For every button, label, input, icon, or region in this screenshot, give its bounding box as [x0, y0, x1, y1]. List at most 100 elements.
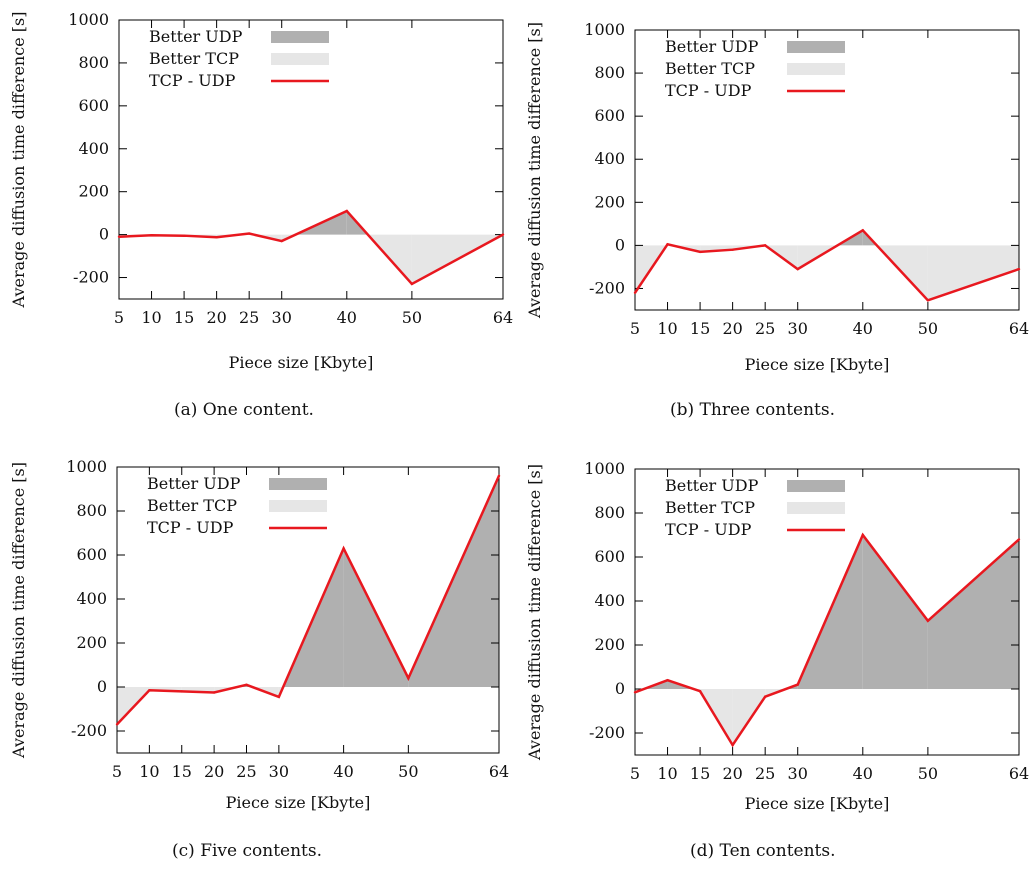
- data-point-4: [763, 695, 767, 698]
- data-point-6: [345, 209, 348, 213]
- x-tick-label-8: 64: [489, 762, 509, 781]
- legend-swatch-better-tcp: [787, 502, 845, 514]
- y-tick-label-2: 200: [78, 182, 109, 201]
- y-tick-label-1: 0: [615, 679, 625, 698]
- x-tick-label-6: 40: [337, 308, 357, 327]
- legend-swatch-better-tcp: [271, 53, 329, 65]
- x-tick-label-4: 25: [239, 308, 259, 327]
- y-tick-label-6: 1000: [584, 459, 625, 478]
- legend-label-0: Better UDP: [147, 474, 241, 493]
- y-tick-label-0: -200: [71, 721, 107, 740]
- chart-svg-b: -200 0 200 400 600 800 1000 5 10 15 20 25 30 40 50 64 Be…: [525, 20, 1029, 374]
- x-tick-label-7: 50: [398, 762, 418, 781]
- y-tick-label-0: -200: [589, 723, 625, 742]
- x-tick-label-4: 25: [755, 319, 775, 338]
- caption-a: (a) One content.: [174, 400, 314, 420]
- plot-frame: [116, 466, 500, 754]
- x-tick-label-5: 30: [788, 764, 808, 783]
- legend-label-2: TCP - UDP: [149, 71, 236, 90]
- data-point-0: [633, 691, 637, 694]
- data-point-3: [731, 248, 734, 251]
- y-tick-label-6: 1000: [584, 20, 625, 39]
- x-tick-label-7: 50: [918, 764, 938, 783]
- x-tick-label-1: 10: [657, 764, 677, 783]
- x-tick-label-4: 25: [755, 764, 775, 783]
- data-point-7: [926, 619, 930, 622]
- y-tick-label-1: 0: [99, 225, 109, 244]
- better-tcp-area-4-1: [252, 687, 279, 697]
- data-point-0: [117, 235, 121, 238]
- y-tick-label-3: 400: [594, 591, 625, 610]
- better-tcp-area-1-1: [672, 245, 701, 252]
- y-tick-label-1: 0: [615, 235, 625, 254]
- caption-c: (c) Five contents.: [172, 841, 322, 861]
- legend-label-2: TCP - UDP: [147, 518, 234, 537]
- x-tick-label-6: 40: [853, 764, 873, 783]
- x-tick-label-1: 10: [657, 319, 677, 338]
- x-tick-label-1: 10: [141, 308, 161, 327]
- y-tick-label-0: -200: [589, 278, 625, 297]
- x-tick-label-5: 30: [788, 319, 808, 338]
- data-point-2: [698, 250, 702, 254]
- x-tick-label-6: 40: [333, 762, 353, 781]
- x-tick-label-8: 64: [493, 308, 513, 327]
- y-tick-label-4: 600: [594, 106, 625, 125]
- x-tick-label-5: 30: [272, 308, 292, 327]
- better-udp-area-7-0: [927, 539, 1019, 689]
- y-tick-label-2: 200: [594, 635, 625, 654]
- plot-frame: [634, 468, 1020, 756]
- y-tick-label-5: 800: [594, 63, 625, 82]
- data-point-2: [698, 690, 702, 693]
- plot-frame: [634, 29, 1020, 311]
- x-tick-label-3: 20: [204, 762, 224, 781]
- x-axis-title: Piece size [Kbyte]: [229, 353, 374, 372]
- x-tick-label-0: 5: [112, 762, 122, 781]
- legend-swatch-better-udp: [269, 478, 327, 490]
- y-tick-label-1: 0: [97, 677, 107, 696]
- x-tick-label-2: 15: [174, 308, 194, 327]
- x-tick-label-8: 64: [1009, 319, 1029, 338]
- x-tick-label-3: 20: [206, 308, 226, 327]
- better-tcp-area-4-0: [765, 689, 786, 697]
- legend-label-2: TCP - UDP: [665, 81, 752, 100]
- data-point-8: [497, 474, 501, 477]
- x-tick-label-2: 15: [690, 319, 710, 338]
- y-tick-label-4: 600: [78, 96, 109, 115]
- legend-label-1: Better TCP: [665, 59, 755, 78]
- data-point-4: [763, 244, 767, 247]
- x-tick-label-0: 5: [114, 308, 124, 327]
- y-axis-title: Average diffusion time difference [s]: [525, 22, 544, 319]
- better-udp-area-4-1: [785, 684, 798, 689]
- data-point-3: [215, 235, 218, 239]
- legend-label-0: Better UDP: [665, 37, 759, 56]
- y-tick-label-6: 1000: [66, 457, 107, 476]
- caption-b: (b) Three contents.: [670, 400, 835, 420]
- data-point-0: [115, 723, 119, 726]
- data-point-7: [926, 299, 930, 302]
- chart-panel-c: -200 0 200 400 600 800 1000 5 10 15 20 25 30 40 50 64 Be…: [0, 435, 516, 870]
- x-tick-label-7: 50: [402, 308, 422, 327]
- data-point-8: [1017, 267, 1021, 271]
- data-point-3: [212, 691, 216, 694]
- data-point-5: [796, 683, 799, 686]
- x-tick-label-3: 20: [722, 319, 742, 338]
- data-point-5: [277, 695, 281, 699]
- y-axis-title: Average diffusion time difference [s]: [525, 464, 544, 761]
- legend-label-2: TCP - UDP: [665, 520, 752, 539]
- y-tick-label-5: 800: [594, 503, 625, 522]
- data-point-1: [148, 689, 151, 692]
- legend-swatch-better-tcp: [269, 500, 327, 512]
- data-point-1: [150, 234, 153, 237]
- x-tick-label-1: 10: [139, 762, 159, 781]
- data-point-7: [407, 677, 410, 680]
- plot-frame: [118, 19, 504, 300]
- data-point-7: [410, 282, 414, 286]
- legend-label-0: Better UDP: [665, 476, 759, 495]
- legend-label-1: Better TCP: [147, 496, 237, 515]
- x-axis-title: Piece size [Kbyte]: [745, 355, 890, 374]
- legend-swatch-better-tcp: [787, 63, 845, 75]
- legend-swatch-better-udp: [787, 41, 845, 53]
- x-tick-label-2: 15: [172, 762, 192, 781]
- legend-swatch-better-udp: [271, 31, 329, 43]
- y-tick-label-5: 800: [76, 501, 107, 520]
